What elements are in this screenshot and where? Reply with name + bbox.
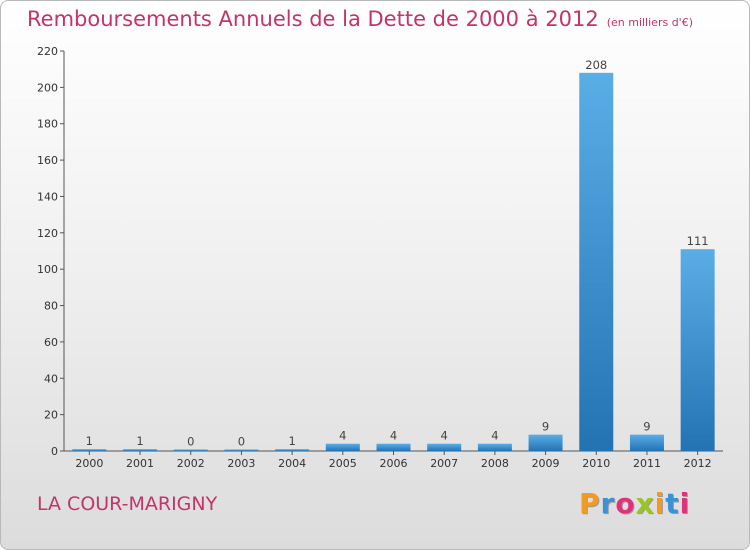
logo-letter: i [654, 487, 666, 520]
bar-2004 [275, 449, 310, 451]
data-label-2006: 4 [390, 429, 397, 443]
data-label-2005: 4 [339, 429, 346, 443]
bar-2011 [629, 434, 664, 451]
data-label-2000: 1 [86, 434, 93, 448]
x-tick-label-2006: 2006 [380, 457, 408, 470]
bar-2009 [528, 434, 563, 451]
bar-2007 [427, 443, 462, 451]
data-label-2009: 9 [542, 420, 549, 434]
y-tick-label: 40 [44, 372, 58, 385]
bar-2005 [325, 443, 360, 451]
x-tick-label-2009: 2009 [532, 457, 560, 470]
bar-2000 [72, 449, 107, 451]
logo-letter: i [679, 487, 691, 520]
chart-unit: (en milliers d'€) [606, 16, 693, 29]
y-tick-label: 0 [51, 445, 58, 458]
logo-letter: P [579, 487, 601, 520]
y-tick-label: 20 [44, 409, 58, 422]
x-tick-label-2005: 2005 [329, 457, 357, 470]
bar-2008 [477, 443, 512, 451]
y-tick-label: 180 [37, 118, 58, 131]
x-tick-label-2004: 2004 [278, 457, 306, 470]
proxiti-logo: Proxiti [579, 487, 690, 520]
x-tick-label-2003: 2003 [227, 457, 255, 470]
bar-2003 [224, 449, 259, 451]
chart-title: Remboursements Annuels de la Dette de 20… [27, 7, 693, 31]
bar-2010 [579, 72, 614, 452]
x-tick-label-2010: 2010 [582, 457, 610, 470]
commune-name: LA COUR-MARIGNY [37, 493, 218, 515]
y-tick-label: 60 [44, 336, 58, 349]
data-label-2007: 4 [441, 429, 448, 443]
data-label-2002: 0 [187, 435, 194, 449]
data-label-2003: 0 [238, 435, 245, 449]
y-tick-label: 220 [37, 45, 58, 58]
y-tick-label: 200 [37, 81, 58, 94]
logo-letter: t [665, 487, 680, 520]
data-label-2004: 1 [288, 434, 295, 448]
data-label-2011: 9 [643, 420, 650, 434]
chart-title-text: Remboursements Annuels de la Dette de 20… [27, 7, 599, 31]
x-tick-label-2012: 2012 [684, 457, 712, 470]
x-tick-label-2008: 2008 [481, 457, 509, 470]
bar-2012 [680, 249, 715, 451]
bar-2001 [123, 449, 158, 451]
y-tick-label: 140 [37, 190, 58, 203]
y-tick-label: 160 [37, 154, 58, 167]
logo-letter: o [615, 487, 636, 520]
bar-2002 [173, 449, 208, 451]
x-tick-label-2000: 2000 [75, 457, 103, 470]
x-tick-label-2007: 2007 [430, 457, 458, 470]
data-label-2010: 208 [585, 58, 607, 72]
logo-letter: r [600, 487, 616, 520]
y-tick-label: 80 [44, 300, 58, 313]
bar-2006 [376, 443, 411, 451]
logo-letter: x [635, 487, 655, 520]
data-label-2001: 1 [136, 434, 143, 448]
y-tick-label: 120 [37, 227, 58, 240]
data-label-2008: 4 [491, 429, 498, 443]
x-tick-label-2011: 2011 [633, 457, 661, 470]
x-tick-label-2001: 2001 [126, 457, 154, 470]
y-tick-label: 100 [37, 263, 58, 276]
data-label-2012: 111 [687, 234, 709, 248]
x-tick-label-2002: 2002 [177, 457, 205, 470]
